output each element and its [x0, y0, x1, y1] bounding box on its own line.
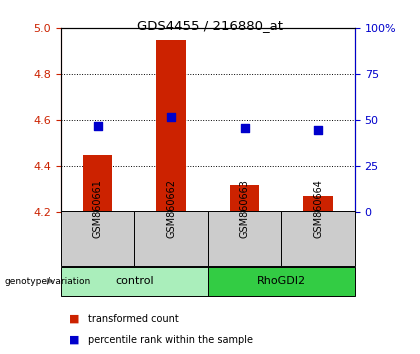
Bar — [61, 211, 134, 266]
Bar — [83, 155, 113, 212]
Point — [168, 114, 175, 120]
Bar — [157, 40, 186, 212]
Point — [315, 127, 322, 132]
Text: GSM860663: GSM860663 — [240, 179, 249, 238]
Point — [94, 123, 101, 129]
Bar — [281, 211, 355, 266]
Bar — [208, 211, 281, 266]
Text: percentile rank within the sample: percentile rank within the sample — [88, 335, 253, 345]
Bar — [208, 267, 355, 296]
Text: ■: ■ — [69, 335, 80, 345]
Text: RhoGDI2: RhoGDI2 — [257, 276, 306, 286]
Text: GSM860661: GSM860661 — [93, 179, 102, 238]
Text: transformed count: transformed count — [88, 314, 179, 324]
Text: GSM860662: GSM860662 — [166, 179, 176, 238]
Text: GDS4455 / 216880_at: GDS4455 / 216880_at — [137, 19, 283, 33]
Point — [241, 125, 248, 131]
Text: ■: ■ — [69, 314, 80, 324]
Bar — [134, 211, 208, 266]
Text: GSM860664: GSM860664 — [313, 179, 323, 238]
Bar — [61, 267, 208, 296]
Text: genotype/variation: genotype/variation — [4, 276, 90, 286]
Text: control: control — [115, 276, 154, 286]
Bar — [303, 196, 333, 212]
Bar — [230, 185, 260, 212]
